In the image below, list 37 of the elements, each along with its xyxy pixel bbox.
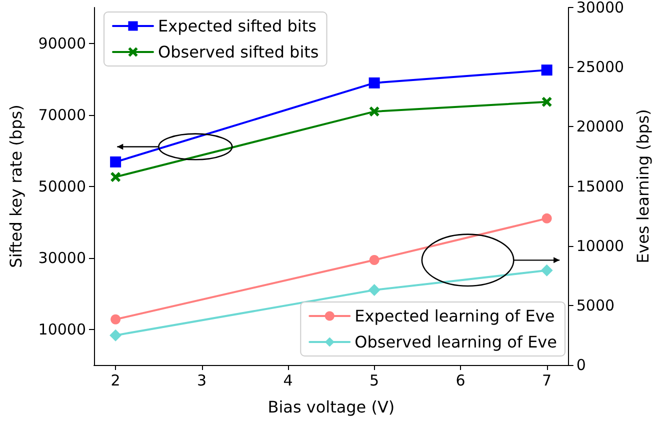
point [110, 314, 121, 324]
y2-tick-label: 20000 [576, 118, 624, 136]
point [110, 156, 122, 168]
point [541, 64, 552, 76]
x-tick-label: 7 [542, 372, 552, 390]
y-tick-label: 10000 [38, 320, 86, 338]
x-tick-label: 6 [456, 372, 466, 390]
point [369, 255, 380, 266]
point [368, 77, 380, 88]
point [110, 329, 122, 342]
y2-tick-label: 30000 [576, 0, 624, 16]
x-tick-label: 5 [370, 372, 380, 390]
y-axis-title: Sifted key rate (bps) [6, 104, 26, 268]
y-tick-label: 70000 [38, 106, 86, 124]
y-tick-label: 30000 [38, 248, 86, 267]
y2-tick-label: 0 [576, 356, 586, 374]
x-tick-label: 2 [110, 372, 120, 390]
point [540, 264, 553, 276]
y-tick-label: 90000 [38, 34, 86, 52]
y2-tick-label: 15000 [576, 177, 624, 196]
point [542, 213, 552, 224]
point [369, 106, 380, 117]
y-tick-label: 50000 [38, 177, 86, 196]
legend-label: Expected sifted bits [158, 16, 316, 36]
y2-axis-title: Eves learning (bps) [634, 109, 652, 264]
y2-tick-label: 5000 [576, 296, 615, 314]
point [542, 96, 552, 107]
legend-label: Expected learning of Eve [354, 306, 555, 326]
x-tick-label: 3 [197, 372, 207, 390]
legend-label: Observed learning of Eve [354, 332, 558, 352]
point [368, 284, 380, 296]
y2-tick-label: 25000 [576, 58, 624, 76]
legend-label: Observed sifted bits [158, 42, 319, 62]
x-axis-title: Bias voltage (V) [268, 398, 395, 416]
x-tick-label: 4 [283, 372, 293, 390]
point [110, 172, 121, 182]
y2-tick-label: 10000 [576, 236, 624, 255]
